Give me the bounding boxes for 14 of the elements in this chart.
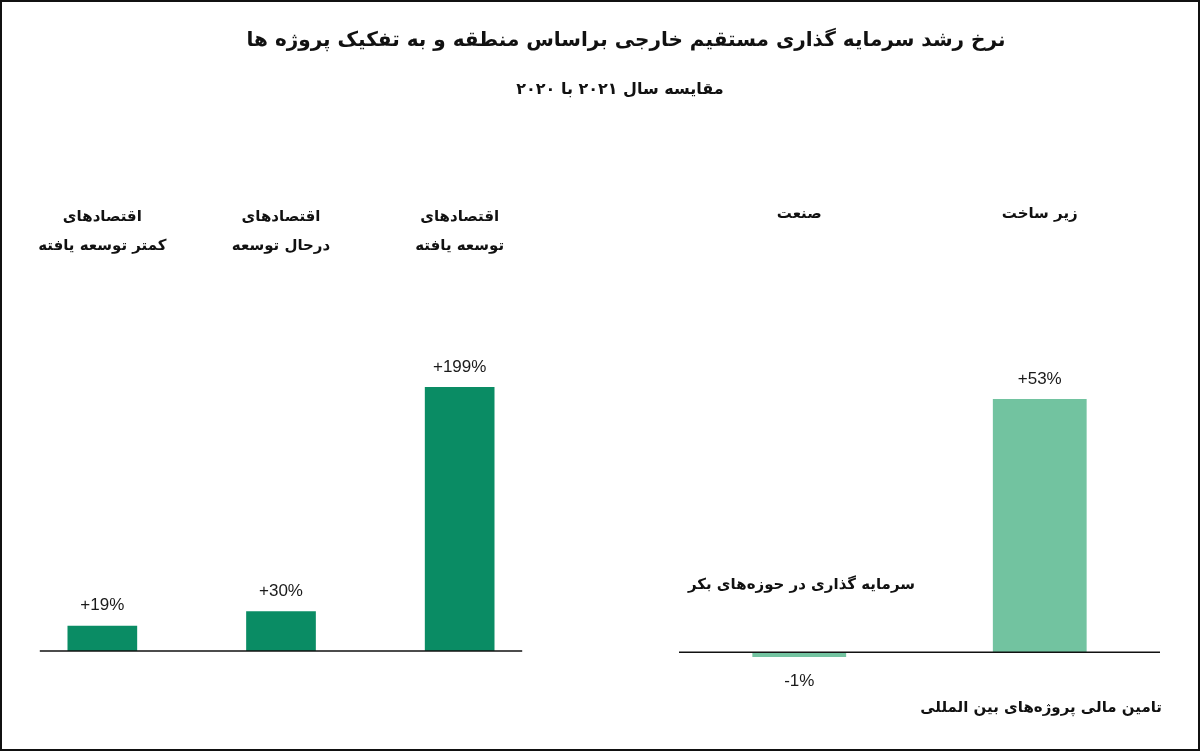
- x-tick-label: اقتصادهای درحال توسعه: [231, 207, 331, 255]
- text: تامین مالی پروژه‌های بین المللی: [920, 698, 1162, 716]
- annotation: سرمایه گذاری در حوزه‌های بکر: [687, 575, 915, 593]
- text: مقایسه سال ۲۰۲۱ با ۲۰۲۰: [515, 79, 725, 98]
- text: نرخ رشد سرمایه گذاری مستقیم خارجی براساس منطقه و به تفکیک پروژه ها: [245, 27, 1007, 51]
- data-label: +19%: [80, 595, 125, 615]
- data-label: +199%: [432, 356, 487, 376]
- x-tick-label: زیر ساخت: [1001, 204, 1078, 223]
- data-label: +30%: [259, 580, 303, 600]
- x-tick-label: اقتصادهای کمتر توسعه یافته: [38, 207, 167, 255]
- data-label: +53%: [1017, 368, 1062, 388]
- x-tick-label: اقتصادهای توسعه یافته: [415, 207, 505, 255]
- data-label: -1%: [784, 670, 815, 690]
- x-tick-label: صنعت: [776, 204, 822, 223]
